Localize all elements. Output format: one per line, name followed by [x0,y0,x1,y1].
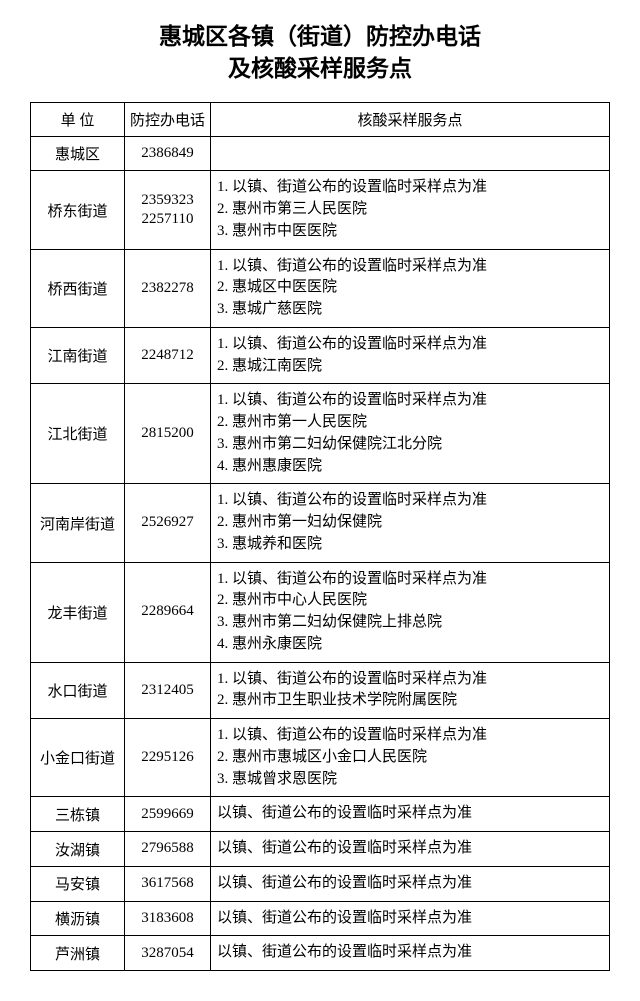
cell-service [211,137,610,171]
table-row: 小金口街道22951261. 以镇、街道公布的设置临时采样点为准2. 惠州市惠城… [31,719,610,797]
cell-phone: 2382278 [125,249,211,327]
title-line-1: 惠城区各镇（街道）防控办电话 [159,23,481,49]
cell-unit: 龙丰街道 [31,562,125,662]
table-row: 水口街道23124051. 以镇、街道公布的设置临时采样点为准2. 惠州市卫生职… [31,662,610,719]
cell-service: 以镇、街道公布的设置临时采样点为准 [211,797,610,832]
cell-service: 1. 以镇、街道公布的设置临时采样点为准2. 惠州市第一人民医院3. 惠州市第二… [211,384,610,484]
service-line: 1. 以镇、街道公布的设置临时采样点为准 [217,490,605,512]
service-line: 3. 惠州市中医医院 [217,221,605,243]
service-line: 2. 惠城江南医院 [217,356,605,378]
table-row: 横沥镇3183608 以镇、街道公布的设置临时采样点为准 [31,901,610,936]
service-line: 1. 以镇、街道公布的设置临时采样点为准 [217,177,605,199]
cell-unit: 汝湖镇 [31,832,125,867]
table-row: 芦洲镇3287054 以镇、街道公布的设置临时采样点为准 [31,936,610,971]
contact-table: 单 位 防控办电话 核酸采样服务点 惠城区2386849桥东街道23593232… [30,102,610,971]
service-line: 2. 惠城区中医医院 [217,277,605,299]
cell-service: 1. 以镇、街道公布的设置临时采样点为准2. 惠州市第一妇幼保健院3. 惠城养和… [211,484,610,562]
cell-unit: 桥西街道 [31,249,125,327]
cell-phone: 2289664 [125,562,211,662]
service-line: 1. 以镇、街道公布的设置临时采样点为准 [217,725,605,747]
cell-unit: 江北街道 [31,384,125,484]
table-row: 三栋镇2599669 以镇、街道公布的设置临时采样点为准 [31,797,610,832]
cell-unit: 横沥镇 [31,901,125,936]
page-title: 惠城区各镇（街道）防控办电话 及核酸采样服务点 [30,20,610,84]
service-line: 2. 惠州市第一人民医院 [217,412,605,434]
table-row: 马安镇3617568 以镇、街道公布的设置临时采样点为准 [31,866,610,901]
cell-service: 1. 以镇、街道公布的设置临时采样点为准2. 惠城江南医院 [211,327,610,384]
cell-unit: 小金口街道 [31,719,125,797]
service-line: 以镇、街道公布的设置临时采样点为准 [217,838,605,860]
service-line: 以镇、街道公布的设置临时采样点为准 [217,873,605,895]
service-line: 2. 惠州市惠城区小金口人民医院 [217,747,605,769]
table-row: 江北街道28152001. 以镇、街道公布的设置临时采样点为准2. 惠州市第一人… [31,384,610,484]
service-line: 2. 惠州市中心人民医院 [217,590,605,612]
cell-phone: 23593232257110 [125,171,211,249]
cell-phone: 3617568 [125,866,211,901]
service-line: 1. 以镇、街道公布的设置临时采样点为准 [217,669,605,691]
service-line: 1. 以镇、街道公布的设置临时采样点为准 [217,256,605,278]
cell-service: 以镇、街道公布的设置临时采样点为准 [211,901,610,936]
cell-unit: 河南岸街道 [31,484,125,562]
cell-unit: 江南街道 [31,327,125,384]
cell-service: 以镇、街道公布的设置临时采样点为准 [211,866,610,901]
service-line: 以镇、街道公布的设置临时采样点为准 [217,803,605,825]
table-row: 河南岸街道25269271. 以镇、街道公布的设置临时采样点为准2. 惠州市第一… [31,484,610,562]
service-line: 3. 惠城广慈医院 [217,299,605,321]
service-line: 2. 惠州市第三人民医院 [217,199,605,221]
cell-unit: 马安镇 [31,866,125,901]
col-header-service: 核酸采样服务点 [211,103,610,137]
col-header-unit: 单 位 [31,103,125,137]
service-line: 2. 惠州市第一妇幼保健院 [217,512,605,534]
table-row: 汝湖镇2796588 以镇、街道公布的设置临时采样点为准 [31,832,610,867]
cell-service: 1. 以镇、街道公布的设置临时采样点为准2. 惠州市中心人民医院3. 惠州市第二… [211,562,610,662]
service-line: 4. 惠州惠康医院 [217,456,605,478]
service-line: 以镇、街道公布的设置临时采样点为准 [217,908,605,930]
table-body: 惠城区2386849桥东街道235932322571101. 以镇、街道公布的设… [31,137,610,971]
cell-unit: 芦洲镇 [31,936,125,971]
cell-phone: 3183608 [125,901,211,936]
cell-phone: 2815200 [125,384,211,484]
cell-phone: 2248712 [125,327,211,384]
cell-unit: 水口街道 [31,662,125,719]
cell-phone: 2295126 [125,719,211,797]
cell-phone: 2526927 [125,484,211,562]
cell-service: 1. 以镇、街道公布的设置临时采样点为准2. 惠州市惠城区小金口人民医院3. 惠… [211,719,610,797]
cell-phone: 2386849 [125,137,211,171]
cell-service: 以镇、街道公布的设置临时采样点为准 [211,936,610,971]
page-container: 惠城区各镇（街道）防控办电话 及核酸采样服务点 单 位 防控办电话 核酸采样服务… [0,0,640,1001]
service-line: 3. 惠州市第二妇幼保健院上排总院 [217,612,605,634]
service-line: 以镇、街道公布的设置临时采样点为准 [217,942,605,964]
cell-phone: 2796588 [125,832,211,867]
table-header-row: 单 位 防控办电话 核酸采样服务点 [31,103,610,137]
table-row: 惠城区2386849 [31,137,610,171]
service-line: 1. 以镇、街道公布的设置临时采样点为准 [217,334,605,356]
cell-service: 1. 以镇、街道公布的设置临时采样点为准2. 惠城区中医医院3. 惠城广慈医院 [211,249,610,327]
cell-unit: 桥东街道 [31,171,125,249]
cell-service: 1. 以镇、街道公布的设置临时采样点为准2. 惠州市卫生职业技术学院附属医院 [211,662,610,719]
title-line-2: 及核酸采样服务点 [228,55,412,81]
table-row: 桥西街道23822781. 以镇、街道公布的设置临时采样点为准2. 惠城区中医医… [31,249,610,327]
service-line: 1. 以镇、街道公布的设置临时采样点为准 [217,569,605,591]
service-line: 1. 以镇、街道公布的设置临时采样点为准 [217,390,605,412]
table-row: 龙丰街道22896641. 以镇、街道公布的设置临时采样点为准2. 惠州市中心人… [31,562,610,662]
service-line: 3. 惠城养和医院 [217,534,605,556]
table-row: 江南街道22487121. 以镇、街道公布的设置临时采样点为准2. 惠城江南医院 [31,327,610,384]
cell-phone: 3287054 [125,936,211,971]
cell-phone: 2312405 [125,662,211,719]
table-row: 桥东街道235932322571101. 以镇、街道公布的设置临时采样点为准2.… [31,171,610,249]
service-line: 3. 惠城曾求恩医院 [217,769,605,791]
service-line: 4. 惠州永康医院 [217,634,605,656]
cell-unit: 惠城区 [31,137,125,171]
col-header-phone: 防控办电话 [125,103,211,137]
service-line: 2. 惠州市卫生职业技术学院附属医院 [217,690,605,712]
cell-phone: 2599669 [125,797,211,832]
cell-unit: 三栋镇 [31,797,125,832]
cell-service: 1. 以镇、街道公布的设置临时采样点为准2. 惠州市第三人民医院3. 惠州市中医… [211,171,610,249]
cell-service: 以镇、街道公布的设置临时采样点为准 [211,832,610,867]
service-line: 3. 惠州市第二妇幼保健院江北分院 [217,434,605,456]
